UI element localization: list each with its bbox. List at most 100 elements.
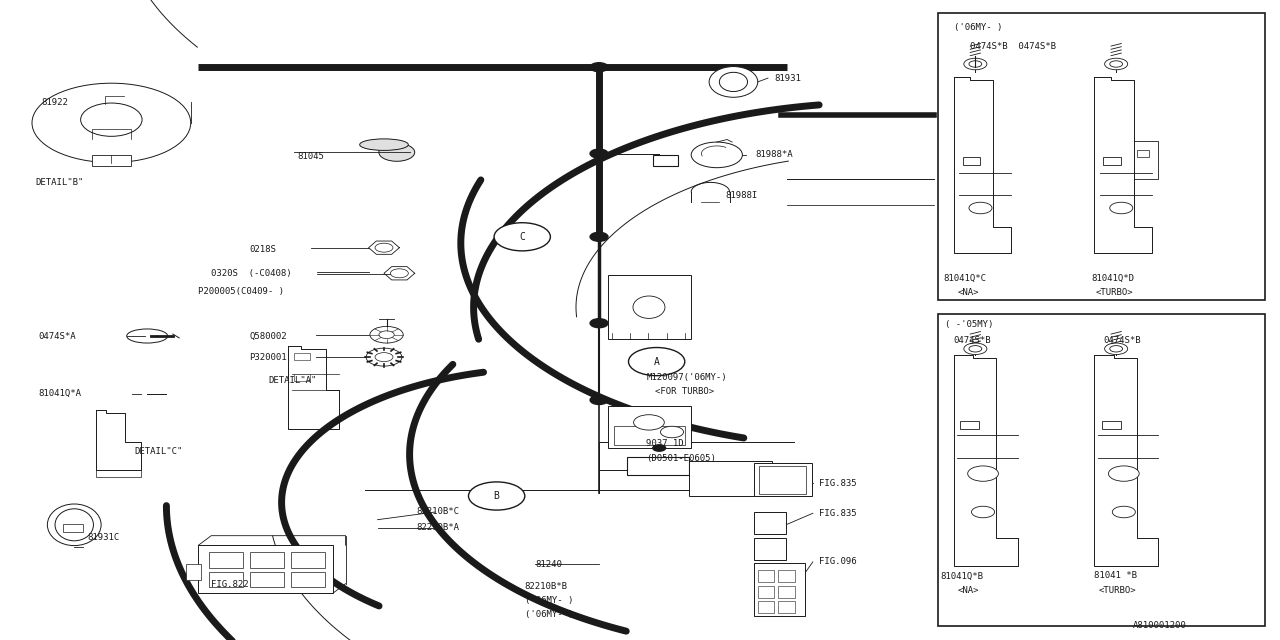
Text: <FOR TURBO>: <FOR TURBO> xyxy=(655,387,714,396)
Text: 81931C: 81931C xyxy=(87,533,119,542)
Text: 81988*A: 81988*A xyxy=(755,150,792,159)
Text: 9037 1D: 9037 1D xyxy=(646,439,684,448)
Text: 0474S*B: 0474S*B xyxy=(1103,336,1140,345)
Bar xyxy=(294,374,310,381)
Text: 82210B*B: 82210B*B xyxy=(525,582,568,591)
Text: ('06MY- ): ('06MY- ) xyxy=(525,596,573,605)
Circle shape xyxy=(1110,202,1133,214)
Text: P320001: P320001 xyxy=(250,353,287,362)
Circle shape xyxy=(379,331,394,339)
Bar xyxy=(758,586,774,598)
Circle shape xyxy=(653,445,666,451)
Text: <NA>: <NA> xyxy=(957,288,979,297)
Bar xyxy=(608,275,691,339)
Bar xyxy=(294,353,310,360)
Text: 0474S*B  0474S*B: 0474S*B 0474S*B xyxy=(970,42,1056,51)
Text: <TURBO>: <TURBO> xyxy=(1098,586,1135,595)
Circle shape xyxy=(494,223,550,251)
Ellipse shape xyxy=(379,143,415,161)
Ellipse shape xyxy=(709,67,758,97)
Bar xyxy=(198,545,333,593)
Text: FIG.835: FIG.835 xyxy=(819,509,856,518)
Text: 0474S*A: 0474S*A xyxy=(38,332,76,340)
Circle shape xyxy=(964,58,987,70)
Text: 0218S: 0218S xyxy=(250,245,276,254)
Text: (D0501-E0605): (D0501-E0605) xyxy=(646,454,717,463)
Circle shape xyxy=(390,269,408,278)
Circle shape xyxy=(691,142,742,168)
Circle shape xyxy=(969,61,982,67)
Text: ( -'05MY): ( -'05MY) xyxy=(945,320,993,329)
Text: DETAIL"A": DETAIL"A" xyxy=(269,376,317,385)
Bar xyxy=(778,601,795,613)
Bar xyxy=(963,157,980,165)
Bar xyxy=(754,563,805,616)
Text: 82210B*C: 82210B*C xyxy=(416,508,460,516)
Text: ('06MY- ): ('06MY- ) xyxy=(525,610,573,619)
Bar xyxy=(960,421,979,429)
Bar xyxy=(689,461,772,496)
Bar xyxy=(758,601,774,613)
Circle shape xyxy=(1108,466,1139,481)
Circle shape xyxy=(590,396,608,404)
Ellipse shape xyxy=(634,296,666,319)
Bar xyxy=(653,155,678,166)
Text: 81988I: 81988I xyxy=(726,191,758,200)
Ellipse shape xyxy=(81,103,142,136)
Text: <TURBO>: <TURBO> xyxy=(1096,288,1133,297)
Circle shape xyxy=(968,466,998,481)
Circle shape xyxy=(972,506,995,518)
Text: DETAIL"B": DETAIL"B" xyxy=(36,178,84,187)
Bar xyxy=(186,564,201,580)
Text: 81041Q*C: 81041Q*C xyxy=(943,274,987,283)
Ellipse shape xyxy=(47,504,101,545)
Text: A: A xyxy=(654,356,659,367)
Bar xyxy=(1137,150,1149,157)
Ellipse shape xyxy=(127,329,168,343)
Circle shape xyxy=(590,232,608,241)
Circle shape xyxy=(32,83,191,163)
Bar xyxy=(1103,157,1121,165)
Text: 81041Q*D: 81041Q*D xyxy=(1092,274,1135,283)
Circle shape xyxy=(969,346,982,352)
Circle shape xyxy=(628,348,685,376)
Text: 81041 *B: 81041 *B xyxy=(1094,572,1138,580)
Bar xyxy=(938,314,1265,626)
Bar xyxy=(778,586,795,598)
Text: 81240: 81240 xyxy=(535,560,562,569)
Bar xyxy=(250,572,284,587)
Circle shape xyxy=(634,415,664,430)
Text: FIG.096: FIG.096 xyxy=(819,557,856,566)
Bar xyxy=(778,570,795,582)
Bar xyxy=(938,13,1265,300)
Circle shape xyxy=(1112,506,1135,518)
Bar xyxy=(754,512,786,534)
Bar xyxy=(627,457,689,475)
Text: FIG.822: FIG.822 xyxy=(211,580,248,589)
Circle shape xyxy=(375,353,393,362)
Text: M120097('06MY-): M120097('06MY-) xyxy=(646,373,727,382)
Ellipse shape xyxy=(719,72,748,92)
Text: 81041Q*A: 81041Q*A xyxy=(38,389,82,398)
Circle shape xyxy=(1105,343,1128,355)
Bar xyxy=(291,572,325,587)
Text: P200005(C0409- ): P200005(C0409- ) xyxy=(198,287,284,296)
Text: FIG.835: FIG.835 xyxy=(819,479,856,488)
Text: 81045: 81045 xyxy=(297,152,324,161)
Text: 81922: 81922 xyxy=(41,98,68,107)
Text: 81931: 81931 xyxy=(774,74,801,83)
Bar xyxy=(291,552,325,568)
Circle shape xyxy=(660,426,684,438)
Circle shape xyxy=(366,348,402,366)
Bar xyxy=(608,406,691,448)
Text: 0320S  (-C0408): 0320S (-C0408) xyxy=(211,269,292,278)
Circle shape xyxy=(969,202,992,214)
Bar xyxy=(63,524,83,532)
Text: ('06MY- ): ('06MY- ) xyxy=(954,23,1002,32)
Text: C: C xyxy=(520,232,525,242)
Bar xyxy=(759,466,806,494)
Circle shape xyxy=(468,482,525,510)
Text: 0474S*B: 0474S*B xyxy=(954,336,991,345)
Ellipse shape xyxy=(55,509,93,541)
Bar xyxy=(250,552,284,568)
